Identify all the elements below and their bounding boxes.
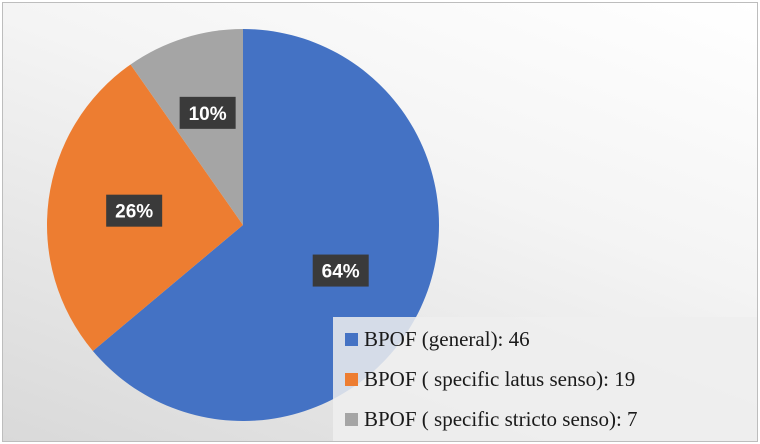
legend-entry-stricto: BPOF ( specific stricto senso): 7 <box>345 407 638 432</box>
legend-swatch-latus <box>345 373 358 386</box>
legend-entry-latus: BPOF ( specific latus senso): 19 <box>345 367 635 392</box>
legend-label-general: BPOF (general): 46 <box>364 327 530 352</box>
data-label-text-stricto: 10% <box>189 104 227 125</box>
data-label-latus: 26% <box>106 195 162 227</box>
legend-label-stricto: BPOF ( specific stricto senso): 7 <box>364 407 638 432</box>
legend: BPOF (general): 46 BPOF ( specific latus… <box>333 317 757 441</box>
legend-entry-general: BPOF (general): 46 <box>345 327 530 352</box>
legend-label-latus: BPOF ( specific latus senso): 19 <box>364 367 635 392</box>
data-label-text-general: 64% <box>322 262 360 283</box>
data-label-stricto: 10% <box>180 97 236 129</box>
data-label-general: 64% <box>313 255 369 287</box>
data-label-text-latus: 26% <box>115 202 153 223</box>
legend-swatch-stricto <box>345 413 358 426</box>
legend-swatch-general <box>345 333 358 346</box>
